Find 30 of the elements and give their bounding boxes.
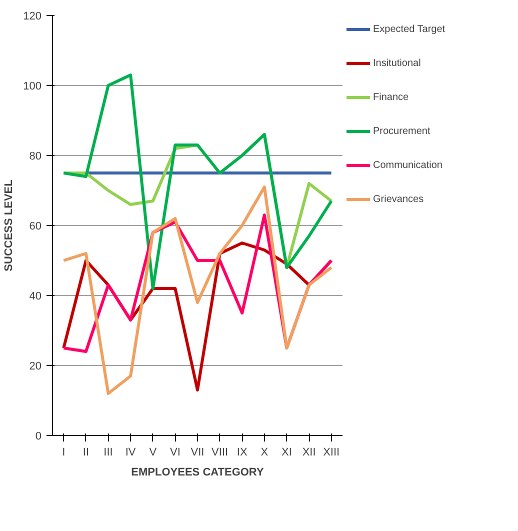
- x-tick-label: VIII: [212, 446, 228, 458]
- legend-label: Expected Target: [373, 24, 446, 34]
- x-tick-label: I: [62, 446, 66, 458]
- y-tick-label: 80: [29, 150, 42, 162]
- x-axis-title: EMPLOYEES CATEGORY: [131, 466, 264, 478]
- y-tick-label: 60: [29, 220, 42, 232]
- legend-label: Grievances: [373, 194, 424, 204]
- line-series: [62, 74, 333, 290]
- x-tick-label: XII: [302, 446, 316, 458]
- y-axis-title: SUCCESS LEVEL: [3, 179, 16, 272]
- x-tick-label: VI: [170, 446, 180, 458]
- y-tick-label: 0: [35, 430, 42, 442]
- x-tick-label: XI: [282, 446, 292, 458]
- x-tick-label: X: [260, 446, 269, 458]
- x-tick-label: II: [82, 446, 90, 458]
- y-tick-label: 40: [29, 290, 42, 302]
- line-series: [62, 186, 333, 395]
- y-tick-label: 120: [23, 10, 42, 22]
- x-tick-label: IX: [236, 446, 248, 458]
- x-tick-label: VII: [190, 446, 204, 458]
- legend-label: Procurement: [373, 126, 430, 136]
- x-tick-label: XIII: [323, 446, 340, 458]
- x-tick-label: V: [149, 446, 158, 458]
- legend-label: Insitutional: [373, 58, 421, 68]
- x-tick-label: III: [104, 446, 113, 458]
- legend-label: Finance: [373, 92, 409, 102]
- legend-label: Communication: [373, 160, 442, 170]
- y-tick-label: 20: [29, 360, 42, 372]
- x-tick-label: IV: [125, 446, 136, 458]
- y-tick-label: 100: [23, 80, 42, 92]
